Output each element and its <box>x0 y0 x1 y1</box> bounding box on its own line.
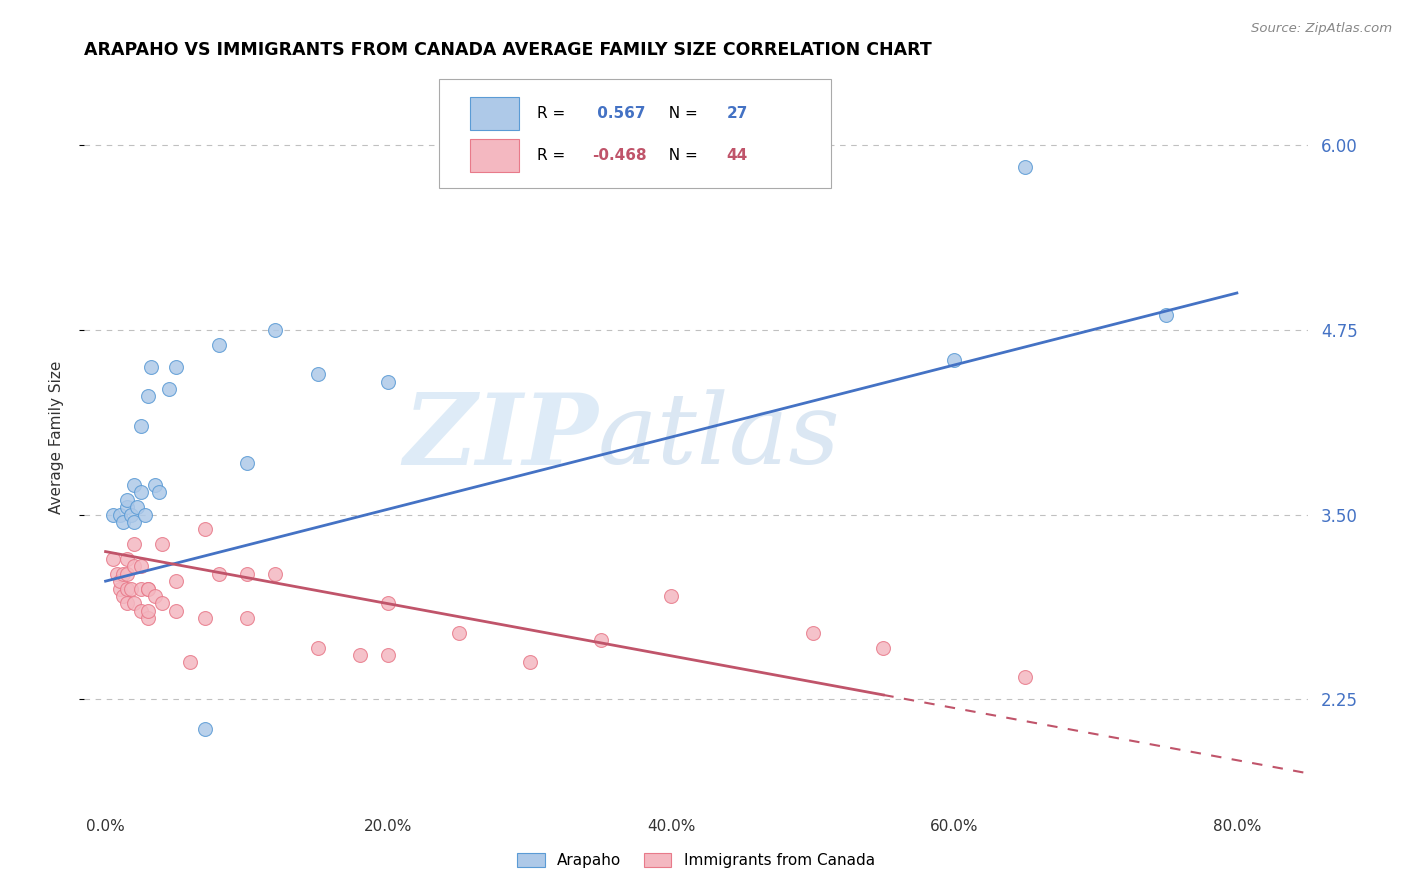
Point <box>208 566 231 581</box>
Point <box>136 604 159 618</box>
Point <box>801 625 824 640</box>
Point <box>1014 161 1036 175</box>
Point <box>136 582 159 596</box>
Point <box>307 368 329 382</box>
Point <box>264 566 287 581</box>
Text: ARAPAHO VS IMMIGRANTS FROM CANADA AVERAGE FAMILY SIZE CORRELATION CHART: ARAPAHO VS IMMIGRANTS FROM CANADA AVERAG… <box>84 41 932 59</box>
FancyBboxPatch shape <box>470 139 519 172</box>
Point <box>236 611 259 625</box>
Point <box>139 359 162 374</box>
Point <box>264 323 287 337</box>
Point <box>101 508 124 522</box>
Point <box>193 523 215 537</box>
Point <box>115 566 138 581</box>
Point <box>148 485 170 500</box>
Text: 44: 44 <box>727 148 748 163</box>
Text: 27: 27 <box>727 106 748 121</box>
Point <box>111 515 134 529</box>
Point <box>165 604 187 618</box>
Text: Source: ZipAtlas.com: Source: ZipAtlas.com <box>1251 22 1392 36</box>
Point <box>122 478 145 492</box>
Point <box>150 596 173 610</box>
Point <box>122 559 145 574</box>
Point <box>115 596 138 610</box>
Point <box>377 648 399 662</box>
Point <box>108 574 131 589</box>
Point <box>165 574 187 589</box>
Point <box>125 500 148 515</box>
Point <box>449 625 471 640</box>
Point <box>1154 308 1177 322</box>
Text: atlas: atlas <box>598 390 841 484</box>
Point <box>129 604 152 618</box>
Point <box>134 508 156 522</box>
Point <box>236 566 259 581</box>
Point <box>108 508 131 522</box>
Point <box>111 566 134 581</box>
Point <box>122 596 145 610</box>
Point <box>377 596 399 610</box>
Point <box>122 537 145 551</box>
Point <box>111 589 134 603</box>
Point <box>143 589 166 603</box>
Point <box>208 337 231 351</box>
Point <box>307 640 329 655</box>
Y-axis label: Average Family Size: Average Family Size <box>49 360 63 514</box>
Point <box>129 582 152 596</box>
FancyBboxPatch shape <box>439 78 831 188</box>
Point <box>519 656 541 670</box>
Point <box>122 515 145 529</box>
Point <box>136 582 159 596</box>
Point <box>193 722 215 736</box>
Point <box>129 485 152 500</box>
Point <box>101 552 124 566</box>
Point <box>120 582 142 596</box>
Point <box>115 492 138 507</box>
Text: N =: N = <box>659 106 703 121</box>
Text: N =: N = <box>659 148 703 163</box>
Point <box>136 611 159 625</box>
Text: R =: R = <box>537 106 569 121</box>
Text: 0.567: 0.567 <box>592 106 645 121</box>
Point <box>659 589 682 603</box>
Legend: Arapaho, Immigrants from Canada: Arapaho, Immigrants from Canada <box>517 854 875 868</box>
Point <box>129 419 152 434</box>
Point <box>115 582 138 596</box>
Point <box>157 382 180 396</box>
Point <box>179 656 201 670</box>
Point <box>129 559 152 574</box>
Point <box>1014 670 1036 684</box>
Point <box>872 640 894 655</box>
Point <box>143 478 166 492</box>
Point <box>589 633 612 648</box>
Point <box>193 611 215 625</box>
Text: R =: R = <box>537 148 569 163</box>
Point <box>136 389 159 403</box>
Text: ZIP: ZIP <box>404 389 598 485</box>
Point <box>349 648 371 662</box>
Point <box>115 552 138 566</box>
FancyBboxPatch shape <box>470 97 519 130</box>
Point <box>236 456 259 470</box>
Point <box>165 359 187 374</box>
Point <box>115 500 138 515</box>
Point <box>105 566 128 581</box>
Point <box>943 352 966 367</box>
Point <box>150 537 173 551</box>
Text: -0.468: -0.468 <box>592 148 647 163</box>
Point <box>377 375 399 389</box>
Point <box>108 582 131 596</box>
Point <box>120 508 142 522</box>
